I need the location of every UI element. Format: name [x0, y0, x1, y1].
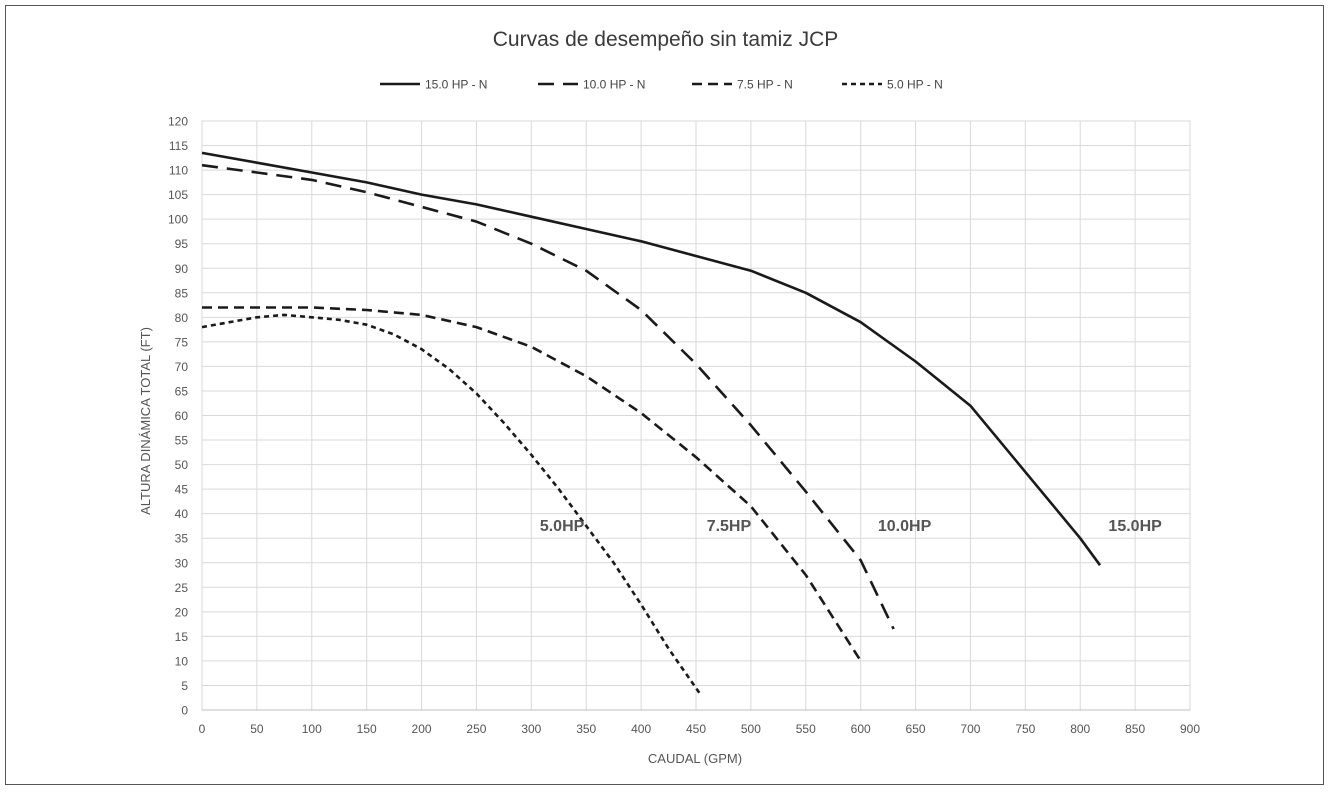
x-axis-label: CAUDAL (GPM) — [648, 751, 742, 766]
x-tick-label: 500 — [741, 722, 761, 736]
x-tick-label: 900 — [1180, 722, 1200, 736]
x-tick-label: 350 — [576, 722, 596, 736]
x-tick-label: 750 — [1015, 722, 1035, 736]
y-tick-label: 20 — [175, 605, 189, 619]
x-tick-label: 700 — [960, 722, 980, 736]
y-tick-label: 75 — [175, 335, 189, 349]
y-tick-label: 110 — [169, 164, 188, 178]
legend-label-1: 10.0 HP - N — [583, 78, 645, 92]
series-line-0 — [201, 151, 1102, 566]
legend-label-3: 5.0 HP - N — [887, 78, 943, 92]
x-tick-label: 50 — [250, 722, 264, 736]
series-lines — [201, 151, 1102, 694]
y-tick-label: 40 — [175, 507, 189, 521]
series-line-3 — [201, 313, 701, 694]
x-tick-label: 450 — [686, 722, 706, 736]
series-annotation-2: 7.5HP — [707, 518, 752, 535]
y-tick-label: 60 — [175, 409, 189, 423]
y-tick-label: 5 — [181, 679, 188, 693]
y-axis-ticks: 0 5 10 15 20 25 30 35 40 45 50 55 60 65 70 75 80 85 90 95 10… — [168, 115, 188, 718]
x-tick-label: 100 — [302, 722, 322, 736]
y-tick-label: 50 — [175, 458, 189, 472]
y-tick-label: 25 — [175, 581, 189, 595]
y-tick-label: 15 — [175, 630, 189, 644]
y-tick-label: 80 — [175, 311, 189, 325]
x-tick-label: 800 — [1070, 722, 1090, 736]
x-tick-label: 200 — [412, 722, 432, 736]
x-axis-ticks: 0 50 100 150 200 250 300 350 400 450 500 550 600 650 7… — [199, 722, 1201, 736]
y-tick-label: 95 — [175, 237, 189, 251]
series-annotations: 15.0HP 10.0HP 7.5HP 5.0HP — [540, 518, 1162, 535]
series-annotation-1: 10.0HP — [878, 518, 932, 535]
x-tick-label: 300 — [521, 722, 541, 736]
y-tick-label: 100 — [168, 213, 188, 227]
series-annotation-3: 5.0HP — [540, 518, 585, 535]
x-tick-label: 0 — [199, 722, 206, 736]
y-tick-label: 10 — [175, 654, 189, 668]
y-tick-label: 65 — [175, 384, 189, 398]
legend-label-2: 7.5 HP - N — [737, 78, 793, 92]
y-tick-label: 90 — [175, 262, 189, 276]
y-tick-label: 0 — [181, 704, 188, 718]
y-axis-label: ALTURA DINÁMICA TOTAL (FT) — [138, 327, 153, 515]
y-tick-label: 30 — [175, 556, 189, 570]
y-tick-label: 45 — [175, 483, 189, 497]
x-tick-label: 600 — [851, 722, 871, 736]
x-tick-label: 550 — [796, 722, 816, 736]
y-tick-label: 55 — [175, 434, 189, 448]
x-tick-label: 250 — [466, 722, 486, 736]
y-tick-label: 105 — [168, 188, 188, 202]
x-tick-label: 650 — [906, 722, 926, 736]
y-tick-label: 85 — [175, 286, 189, 300]
x-tick-label: 400 — [631, 722, 651, 736]
x-tick-label: 150 — [357, 722, 377, 736]
y-tick-label: 35 — [175, 532, 189, 546]
y-tick-label: 120 — [168, 115, 188, 129]
y-tick-label: 70 — [175, 360, 189, 374]
series-line-1 — [201, 163, 895, 630]
y-tick-label: 115 — [169, 139, 188, 153]
x-tick-label: 850 — [1125, 722, 1145, 736]
legend-label-0: 15.0 HP - N — [425, 78, 487, 92]
chart-frame — [5, 5, 1324, 785]
series-annotation-0: 15.0HP — [1108, 518, 1162, 535]
grid-lines — [201, 120, 1191, 711]
chart-title: Curvas de desempeño sin tamiz JCP — [492, 28, 839, 51]
legend: 15.0 HP - N 10.0 HP - N 7.5 HP - N 5.0 HP -… — [380, 78, 943, 92]
